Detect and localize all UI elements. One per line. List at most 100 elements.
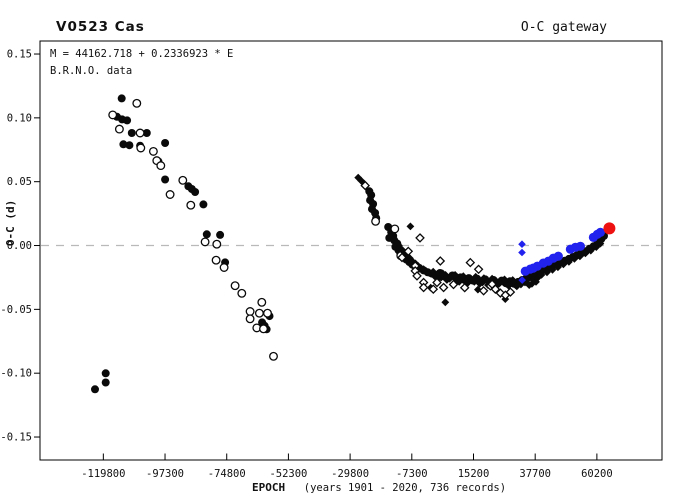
data-point [448, 279, 459, 290]
data-point [518, 240, 526, 248]
data-point [142, 129, 151, 137]
data-point [216, 230, 225, 239]
page-title: V0523 Cas [56, 19, 145, 35]
gateway-label: O-C gateway [521, 20, 607, 35]
data-point [488, 274, 496, 283]
x-tick-label: -7300 [396, 468, 428, 480]
x-axis-title-note: (years 1901 - 2020, 736 records) [304, 482, 506, 494]
x-tick-label: -97300 [146, 468, 184, 480]
data-point [148, 146, 158, 156]
dataset-label: B.R.N.O. data [50, 65, 132, 77]
data-point [432, 277, 442, 288]
data-point [237, 288, 247, 298]
data-point [459, 272, 468, 281]
x-tick-label: -74800 [208, 468, 246, 480]
x-tick-label: -29800 [331, 468, 369, 480]
data-point [553, 251, 563, 261]
data-point [418, 282, 429, 293]
data-point [525, 281, 534, 289]
series-blue-filled-circles [520, 227, 606, 276]
data-point [178, 175, 188, 185]
x-tick-label: 60200 [581, 468, 613, 480]
data-point [114, 124, 124, 134]
x-tick-label: 15200 [458, 468, 490, 480]
data-point [529, 276, 538, 284]
y-tick-label: -0.05 [0, 304, 32, 316]
y-tick-label: -0.10 [0, 368, 32, 380]
y-tick-label: 0.10 [7, 112, 32, 124]
data-point [603, 222, 616, 235]
x-tick-label: -52300 [269, 468, 307, 480]
data-point [438, 282, 449, 293]
series-black-open-circles [108, 98, 406, 361]
data-point [101, 369, 110, 378]
data-point [259, 324, 268, 334]
data-point [465, 257, 476, 268]
data-point [161, 139, 170, 147]
data-point [559, 260, 568, 269]
x-axis-title: EPOCH (years 1901 - 2020, 736 records) [252, 481, 506, 494]
data-point [117, 94, 126, 103]
data-point [412, 271, 422, 281]
data-point [543, 268, 551, 277]
data-point [123, 116, 132, 125]
data-point [191, 188, 200, 196]
data-point [480, 274, 488, 282]
data-point [415, 233, 425, 243]
data-point [521, 278, 529, 287]
plot-border [39, 40, 663, 461]
data-point [165, 190, 175, 199]
data-point [471, 272, 480, 281]
data-point [245, 307, 255, 316]
y-tick-label: 0.00 [7, 240, 32, 252]
data-point [200, 237, 210, 247]
data-point [570, 255, 579, 263]
data-point [202, 230, 211, 239]
data-point [219, 263, 229, 272]
data-point [478, 285, 489, 296]
y-axis-ticks: 0.15 0.10 0.05 0.00 -0.05 -0.10 -0.15 [0, 49, 41, 444]
data-point [371, 216, 381, 226]
data-point [435, 256, 446, 266]
data-point [459, 282, 470, 293]
data-point [212, 239, 222, 249]
data-point [554, 263, 562, 272]
data-point [575, 241, 586, 251]
data-point [101, 378, 110, 387]
series-red-filled-circle [603, 222, 616, 235]
data-point [478, 278, 487, 287]
data-point [548, 265, 557, 274]
x-axis-title-main: EPOCH [252, 481, 285, 494]
data-point [441, 298, 450, 307]
data-point [518, 248, 526, 257]
data-point [537, 271, 546, 279]
data-point [490, 284, 501, 295]
data-point [119, 140, 128, 149]
data-point [245, 314, 255, 324]
data-point [581, 249, 590, 258]
data-point [508, 276, 517, 284]
ephemeris-label: M = 44162.718 + 0.2336923 * E [50, 48, 233, 60]
data-point [451, 271, 459, 279]
x-axis-ticks: -119800 -97300 -74800 -52300 -29800 -7300 1520… [81, 453, 613, 480]
data-point [586, 246, 595, 255]
data-point [257, 297, 267, 307]
data-point [127, 129, 136, 137]
data-point [360, 180, 371, 191]
data-point [135, 128, 145, 138]
y-tick-label: 0.15 [7, 49, 32, 61]
data-point [156, 161, 166, 171]
data-point [500, 275, 509, 284]
data-point [125, 141, 134, 150]
data-point [263, 308, 272, 318]
data-point [403, 246, 414, 257]
data-point [565, 258, 573, 266]
data-point [447, 273, 455, 282]
data-point [186, 200, 196, 210]
y-tick-label: -0.15 [0, 432, 32, 444]
y-axis-title: O-C (d) [4, 200, 17, 246]
data-point [576, 252, 584, 261]
data-point [230, 281, 240, 291]
data-point [269, 351, 278, 361]
data-point [132, 98, 142, 108]
